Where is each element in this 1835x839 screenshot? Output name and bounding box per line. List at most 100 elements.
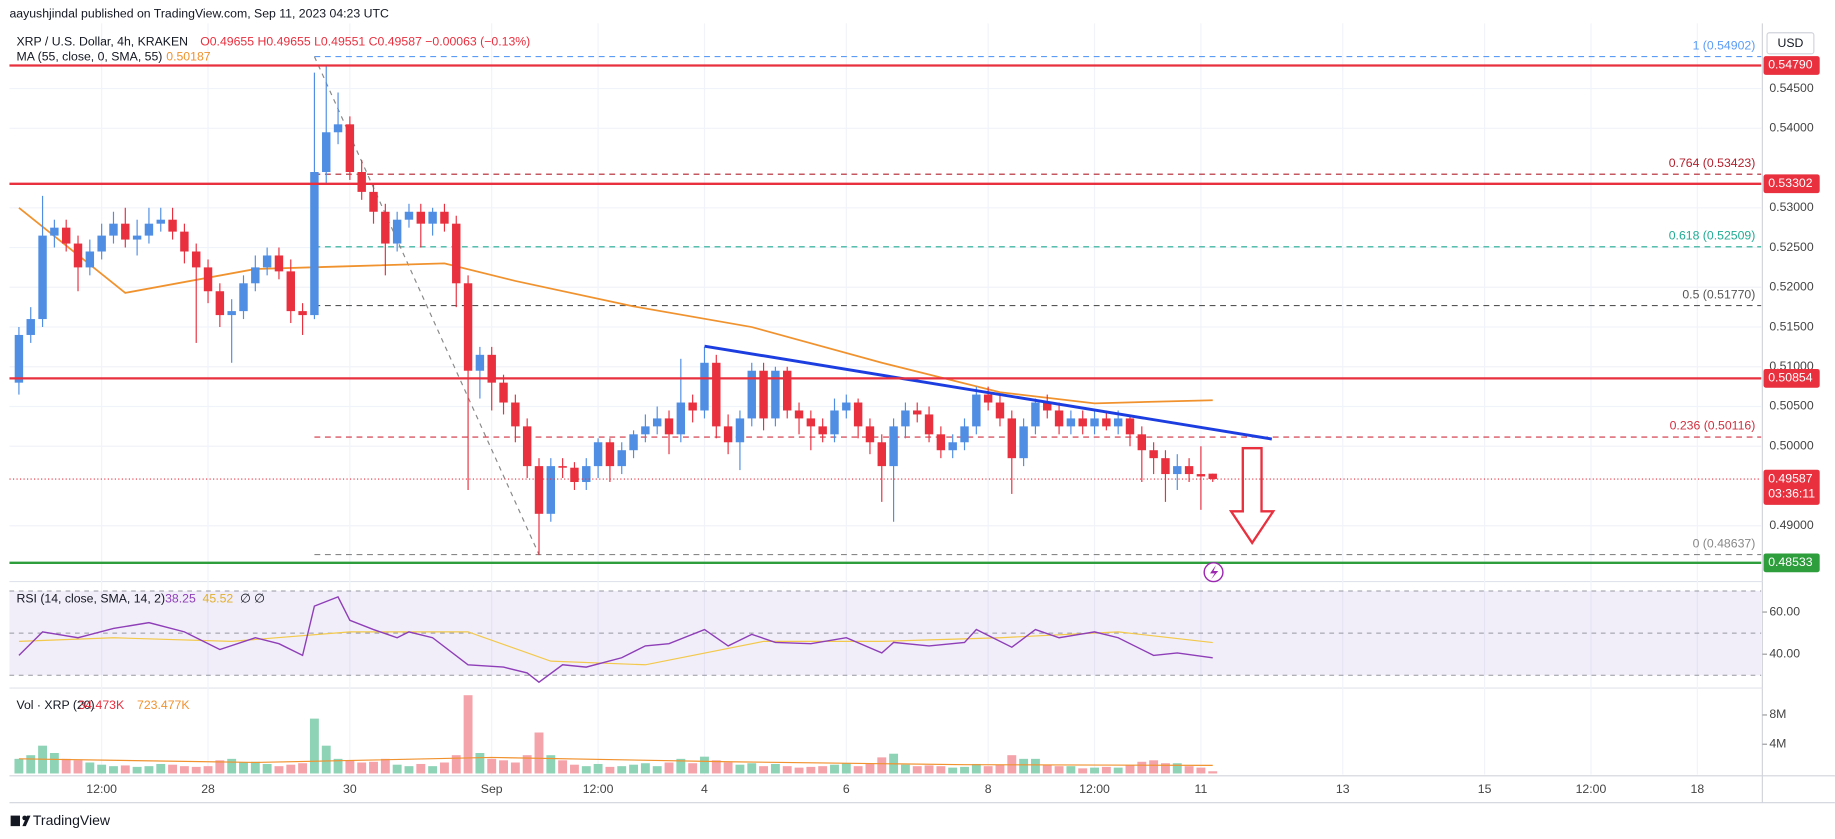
symbol: XRP / U.S. Dollar, 4h, KRAKEN	[16, 34, 188, 48]
volume-bar	[250, 761, 260, 774]
y-tick-label: 0.49000	[1769, 518, 1814, 532]
candle-body	[392, 219, 402, 244]
volume-bar	[262, 763, 272, 774]
candle-body	[853, 402, 863, 427]
fib-level-label: 0.764 (0.53423)	[1669, 156, 1756, 170]
volume-bar	[711, 760, 721, 774]
rsi-legend-value: ∅ ∅	[240, 591, 265, 605]
candle-body	[310, 172, 319, 316]
volume-bar	[865, 763, 875, 774]
candle-body	[1161, 458, 1170, 475]
volume-bar	[652, 766, 662, 774]
candle-body	[806, 418, 816, 427]
volume-bar	[1137, 761, 1147, 774]
volume-bar	[286, 764, 296, 774]
candle-body	[144, 223, 154, 236]
volume-bar	[1019, 758, 1029, 774]
y-tick-label: 0.50500	[1769, 399, 1814, 413]
candle-body	[948, 442, 957, 451]
rsi-legend-value: 45.52	[203, 591, 234, 605]
logo-mark	[10, 815, 20, 827]
candle-body	[203, 267, 213, 292]
volume-bar	[1066, 766, 1076, 774]
volume-bar	[26, 755, 36, 774]
candle-body	[1125, 418, 1135, 435]
candle-body	[1043, 402, 1052, 411]
currency[interactable]: USD	[1777, 36, 1803, 50]
event-icon-bolt	[1210, 565, 1219, 580]
candle-body	[1137, 434, 1147, 451]
candle-body	[593, 442, 603, 467]
rsi-legend-value: 38.25	[165, 591, 196, 605]
candle-body	[1066, 418, 1076, 427]
rsi-signal-line	[18, 631, 1213, 666]
volume-bar	[794, 767, 804, 774]
volume-bar	[700, 756, 709, 774]
volume-bar	[168, 764, 178, 774]
candle-body	[298, 311, 307, 316]
fib-level-label: 1 (0.54902)	[1693, 38, 1756, 52]
candle-body	[865, 426, 875, 443]
volume-legend-value: 723.477K	[137, 698, 190, 712]
candle-body	[771, 370, 780, 419]
candle-body	[546, 466, 556, 514]
volume-bar	[14, 758, 24, 774]
volume-bar	[109, 766, 118, 774]
candle-body	[889, 426, 898, 467]
volume-bar	[1078, 768, 1088, 774]
candle-body	[345, 124, 355, 173]
candle-body	[416, 211, 426, 224]
volume-bar	[510, 762, 520, 774]
candle-body	[582, 466, 591, 483]
level-tag-label: 0.54790	[1768, 58, 1813, 72]
y-tick-label: 0.51500	[1769, 319, 1814, 333]
ma-line	[18, 207, 1213, 405]
ma-legend-value: 0.50187	[166, 50, 211, 64]
volume-bar	[818, 766, 828, 774]
volume-bar	[960, 766, 969, 774]
volume-bar	[1172, 763, 1182, 774]
level-tag-label: 0.53302	[1768, 176, 1813, 190]
candle-body	[274, 255, 284, 272]
volume-bar	[1149, 760, 1159, 774]
fib-level-label: 0.618 (0.52509)	[1669, 229, 1756, 243]
candle-body	[333, 124, 343, 133]
volume-bar	[900, 764, 910, 774]
volume-bar	[971, 763, 981, 774]
candle-body	[132, 235, 142, 240]
candle-body	[369, 191, 378, 212]
volume-bar	[499, 760, 508, 774]
volume-bar	[735, 764, 745, 774]
candle-body	[463, 283, 473, 371]
candle-body	[180, 231, 189, 252]
currency-box[interactable]	[1766, 32, 1815, 55]
volume-bar	[85, 762, 95, 774]
volume-bar	[570, 764, 579, 774]
candle-body	[227, 311, 236, 316]
volume-bar	[558, 760, 568, 774]
y-tick-label: 0.54500	[1769, 81, 1814, 95]
level-tag	[1763, 553, 1820, 573]
volume-legend: Vol · XRP (20)	[16, 698, 94, 712]
volume-bar	[877, 757, 887, 774]
candle-body	[511, 402, 520, 427]
candle-body	[499, 382, 508, 403]
candle-body	[26, 319, 35, 335]
candle-body	[404, 211, 414, 220]
volume-bar	[120, 765, 130, 774]
volume-bar	[936, 766, 946, 774]
volume-bar	[392, 764, 402, 774]
logo-mark	[22, 815, 31, 827]
volume-bar	[853, 766, 863, 774]
candle-body	[428, 211, 437, 224]
volume-bar	[770, 763, 780, 774]
candle-body	[1019, 426, 1028, 459]
level-tag	[1763, 368, 1820, 388]
candle-body	[901, 410, 910, 427]
candle-body	[97, 235, 106, 252]
volume-bar	[948, 767, 958, 774]
volume-bar	[203, 766, 213, 774]
volume-bar	[179, 766, 189, 774]
x-tick-label: 18	[1691, 782, 1705, 796]
